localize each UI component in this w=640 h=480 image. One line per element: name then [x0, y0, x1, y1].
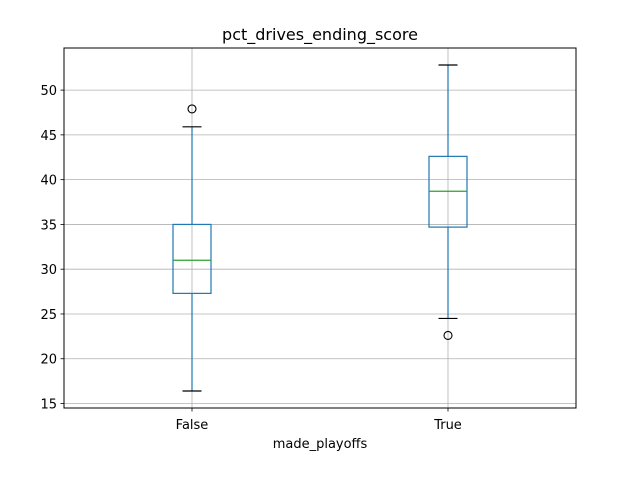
- y-tick-label: 30: [40, 263, 57, 278]
- box-series: [172, 64, 468, 392]
- axes: 15 20 25 30 35 40 45 50 False True: [40, 84, 461, 433]
- y-tick-label: 35: [40, 218, 57, 233]
- y-tick-label: 25: [40, 308, 57, 323]
- y-tick-label: 50: [40, 84, 57, 99]
- outlier-point: [187, 104, 197, 114]
- plot-frame: [63, 47, 577, 409]
- outlier-point: [443, 330, 453, 341]
- grid-lines: [64, 48, 576, 408]
- chart-title: pct_drives_ending_score: [222, 25, 418, 45]
- y-tick-label: 40: [40, 174, 57, 189]
- y-tick-label: 20: [40, 353, 57, 368]
- x-tick-label: False: [176, 418, 209, 433]
- iqr-box: [172, 223, 212, 294]
- y-tick-label: 45: [40, 129, 57, 144]
- x-axis-label: made_playoffs: [273, 437, 368, 452]
- y-tick-label: 15: [40, 398, 57, 413]
- x-tick-label: True: [433, 418, 462, 433]
